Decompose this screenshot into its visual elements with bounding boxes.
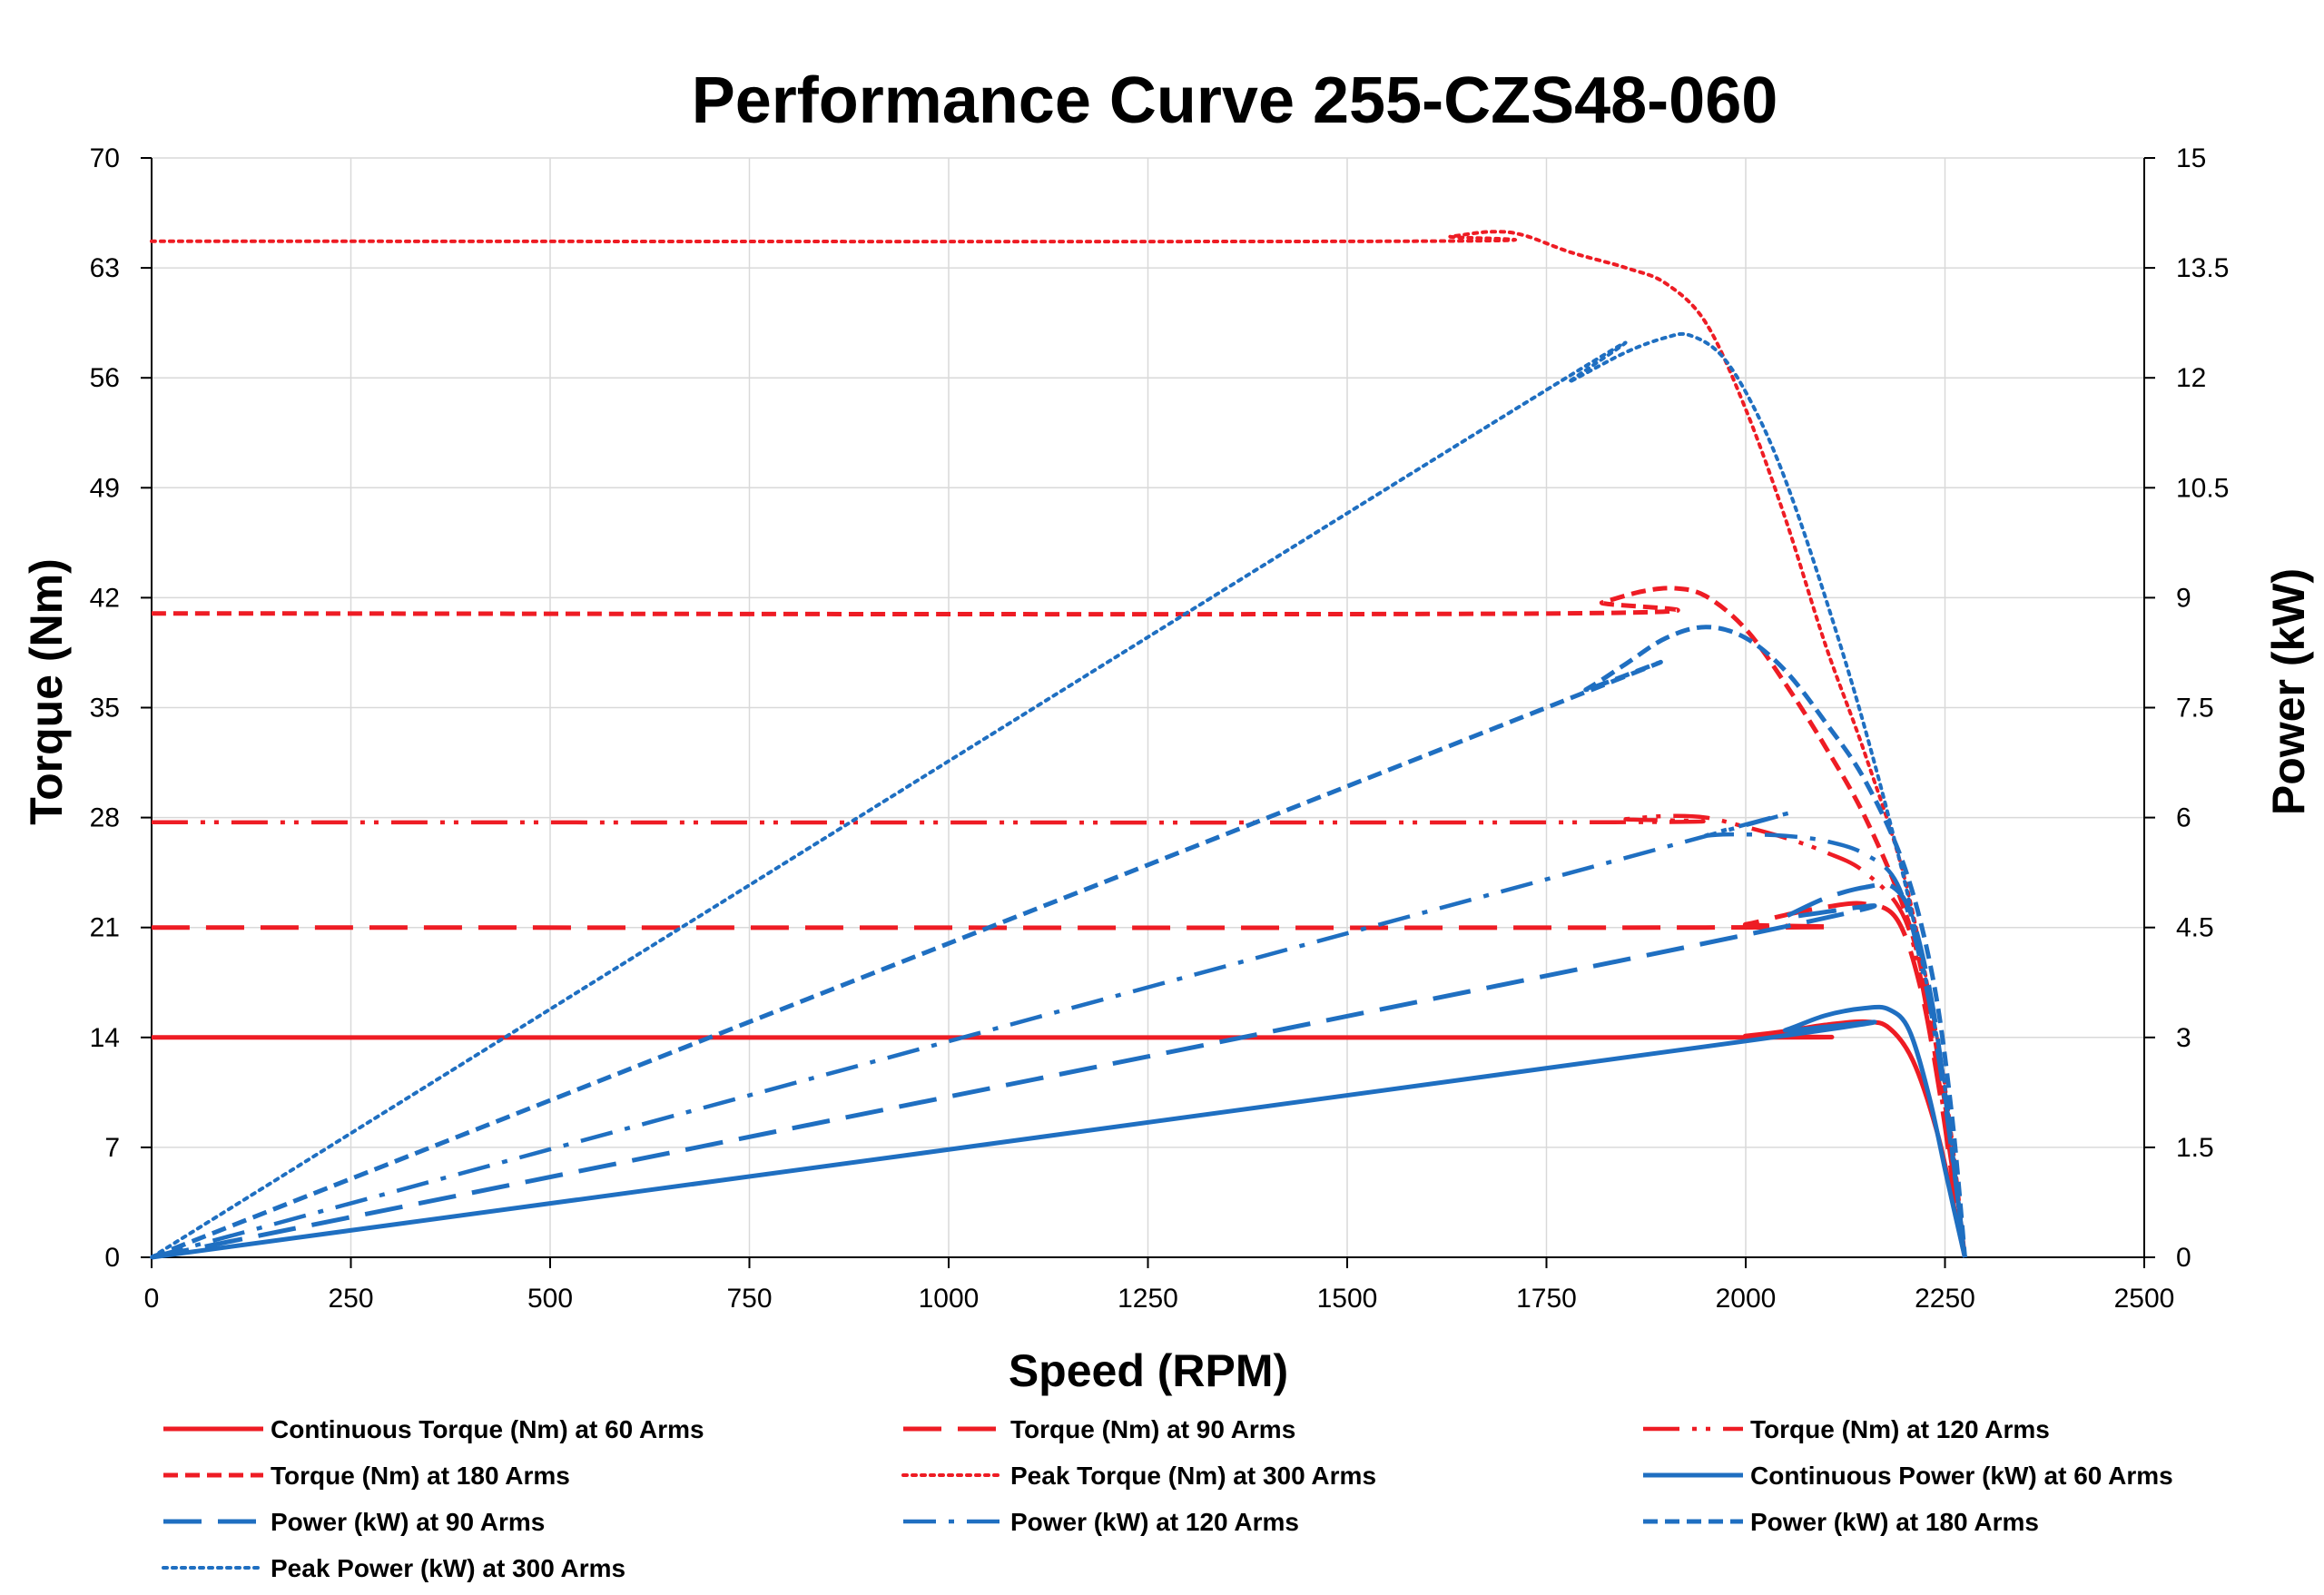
x-axis-title: Speed (RPM) (1009, 1345, 1288, 1396)
y2-tick-label: 1.5 (2176, 1133, 2214, 1163)
y-tick-label: 56 (90, 363, 120, 393)
chart-title: Performance Curve 255-CZS48-060 (692, 64, 1778, 137)
legend-label: Power (kW) at 120 Arms (1010, 1508, 1299, 1536)
series-line-8 (151, 625, 1967, 1260)
x-tick-label: 250 (328, 1284, 373, 1314)
y2-tick-label: 4.5 (2176, 913, 2214, 943)
x-tick-label: 500 (527, 1284, 573, 1314)
y-tick-label: 14 (90, 1023, 120, 1053)
legend-label: Power (kW) at 180 Arms (1750, 1508, 2039, 1536)
y-tick-label: 35 (90, 694, 120, 724)
series-line-6 (151, 881, 1967, 1260)
y2-tick-label: 7.5 (2176, 694, 2214, 724)
y2-tick-label: 3 (2176, 1023, 2191, 1053)
y2-tick-label: 9 (2176, 583, 2191, 613)
y2-tick-label: 6 (2176, 803, 2191, 833)
y-tick-label: 42 (90, 583, 120, 613)
series-line-3 (151, 586, 1967, 1258)
legend-label: Continuous Power (kW) at 60 Arms (1750, 1462, 2173, 1490)
legend-label: Continuous Torque (Nm) at 60 Arms (271, 1415, 704, 1443)
y2-tick-label: 13.5 (2176, 253, 2229, 283)
legend-label: Power (kW) at 90 Arms (271, 1508, 545, 1536)
legend-label: Torque (Nm) at 180 Arms (271, 1462, 570, 1490)
legend-label: Peak Power (kW) at 300 Arms (271, 1554, 625, 1582)
y2-tick-label: 0 (2176, 1243, 2191, 1273)
x-tick-label: 2250 (1915, 1284, 1975, 1314)
legend-label: Peak Torque (Nm) at 300 Arms (1010, 1462, 1376, 1490)
series-line-9 (150, 331, 1967, 1259)
grid (151, 157, 2145, 1258)
y2-tick-label: 15 (2176, 143, 2206, 173)
y-tick-label: 63 (90, 253, 120, 283)
series-line-4 (150, 230, 1967, 1259)
y-tick-label: 70 (90, 143, 120, 173)
y-axis-title: Torque (Nm) (21, 558, 72, 824)
x-tick-label: 750 (726, 1284, 772, 1314)
y-tick-label: 28 (90, 803, 120, 833)
legend-label: Torque (Nm) at 90 Arms (1010, 1415, 1295, 1443)
y2-axis-title: Power (kW) (2263, 568, 2314, 815)
x-tick-label: 2000 (1716, 1284, 1777, 1314)
y2-tick-label: 12 (2176, 363, 2206, 393)
y-tick-label: 7 (104, 1133, 120, 1163)
series-line-5 (151, 1004, 1967, 1260)
x-tick-label: 1500 (1317, 1284, 1378, 1314)
x-tick-label: 1000 (919, 1284, 980, 1314)
legend: Continuous Torque (Nm) at 60 Arms Torque … (162, 1415, 2173, 1582)
axes: 0 250 500 750 1000 1250 1500 1750 2000 2250 250007… (90, 143, 2230, 1314)
y-tick-label: 0 (104, 1243, 120, 1273)
x-tick-label: 1750 (1516, 1284, 1577, 1314)
series-lines (150, 230, 1967, 1260)
y2-tick-label: 10.5 (2176, 473, 2229, 503)
legend-label: Torque (Nm) at 120 Arms (1750, 1415, 2050, 1443)
series-line-7 (151, 811, 1967, 1260)
y-tick-label: 21 (90, 913, 120, 943)
x-tick-label: 2500 (2114, 1284, 2175, 1314)
x-tick-label: 0 (144, 1284, 160, 1314)
y-tick-label: 49 (90, 473, 120, 503)
x-tick-label: 1250 (1118, 1284, 1178, 1314)
